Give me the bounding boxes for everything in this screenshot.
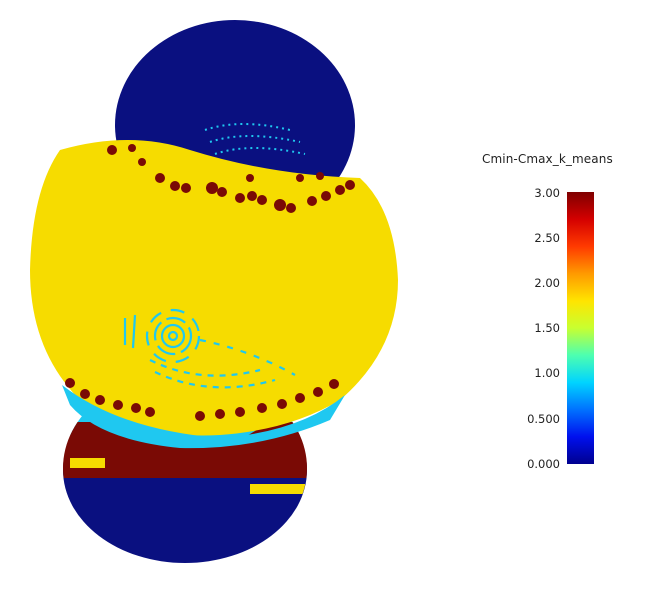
colorbar-tick: 2.50 [534, 231, 560, 245]
colorbar-title: Cmin-Cmax_k_means [482, 152, 613, 166]
colorbar-tick: 1.50 [534, 321, 560, 335]
main-body-yellow [30, 140, 398, 436]
colorbar-tick: 0.500 [527, 412, 560, 426]
lower-edge-cyan [62, 385, 345, 449]
colorbar-tick: 1.00 [534, 366, 560, 380]
colorbar-tick: 0.000 [527, 457, 560, 471]
lower-stripe-yellow-right [250, 484, 305, 494]
ring-pattern [123, 308, 296, 389]
colorbar-tick: 2.00 [534, 276, 560, 290]
colorbar [567, 192, 594, 464]
lower-stripe-yellow-left [70, 458, 105, 468]
boundary-dots-upper [107, 144, 355, 213]
colorbar-tick: 3.00 [534, 186, 560, 200]
boundary-dots-lower [65, 378, 339, 421]
